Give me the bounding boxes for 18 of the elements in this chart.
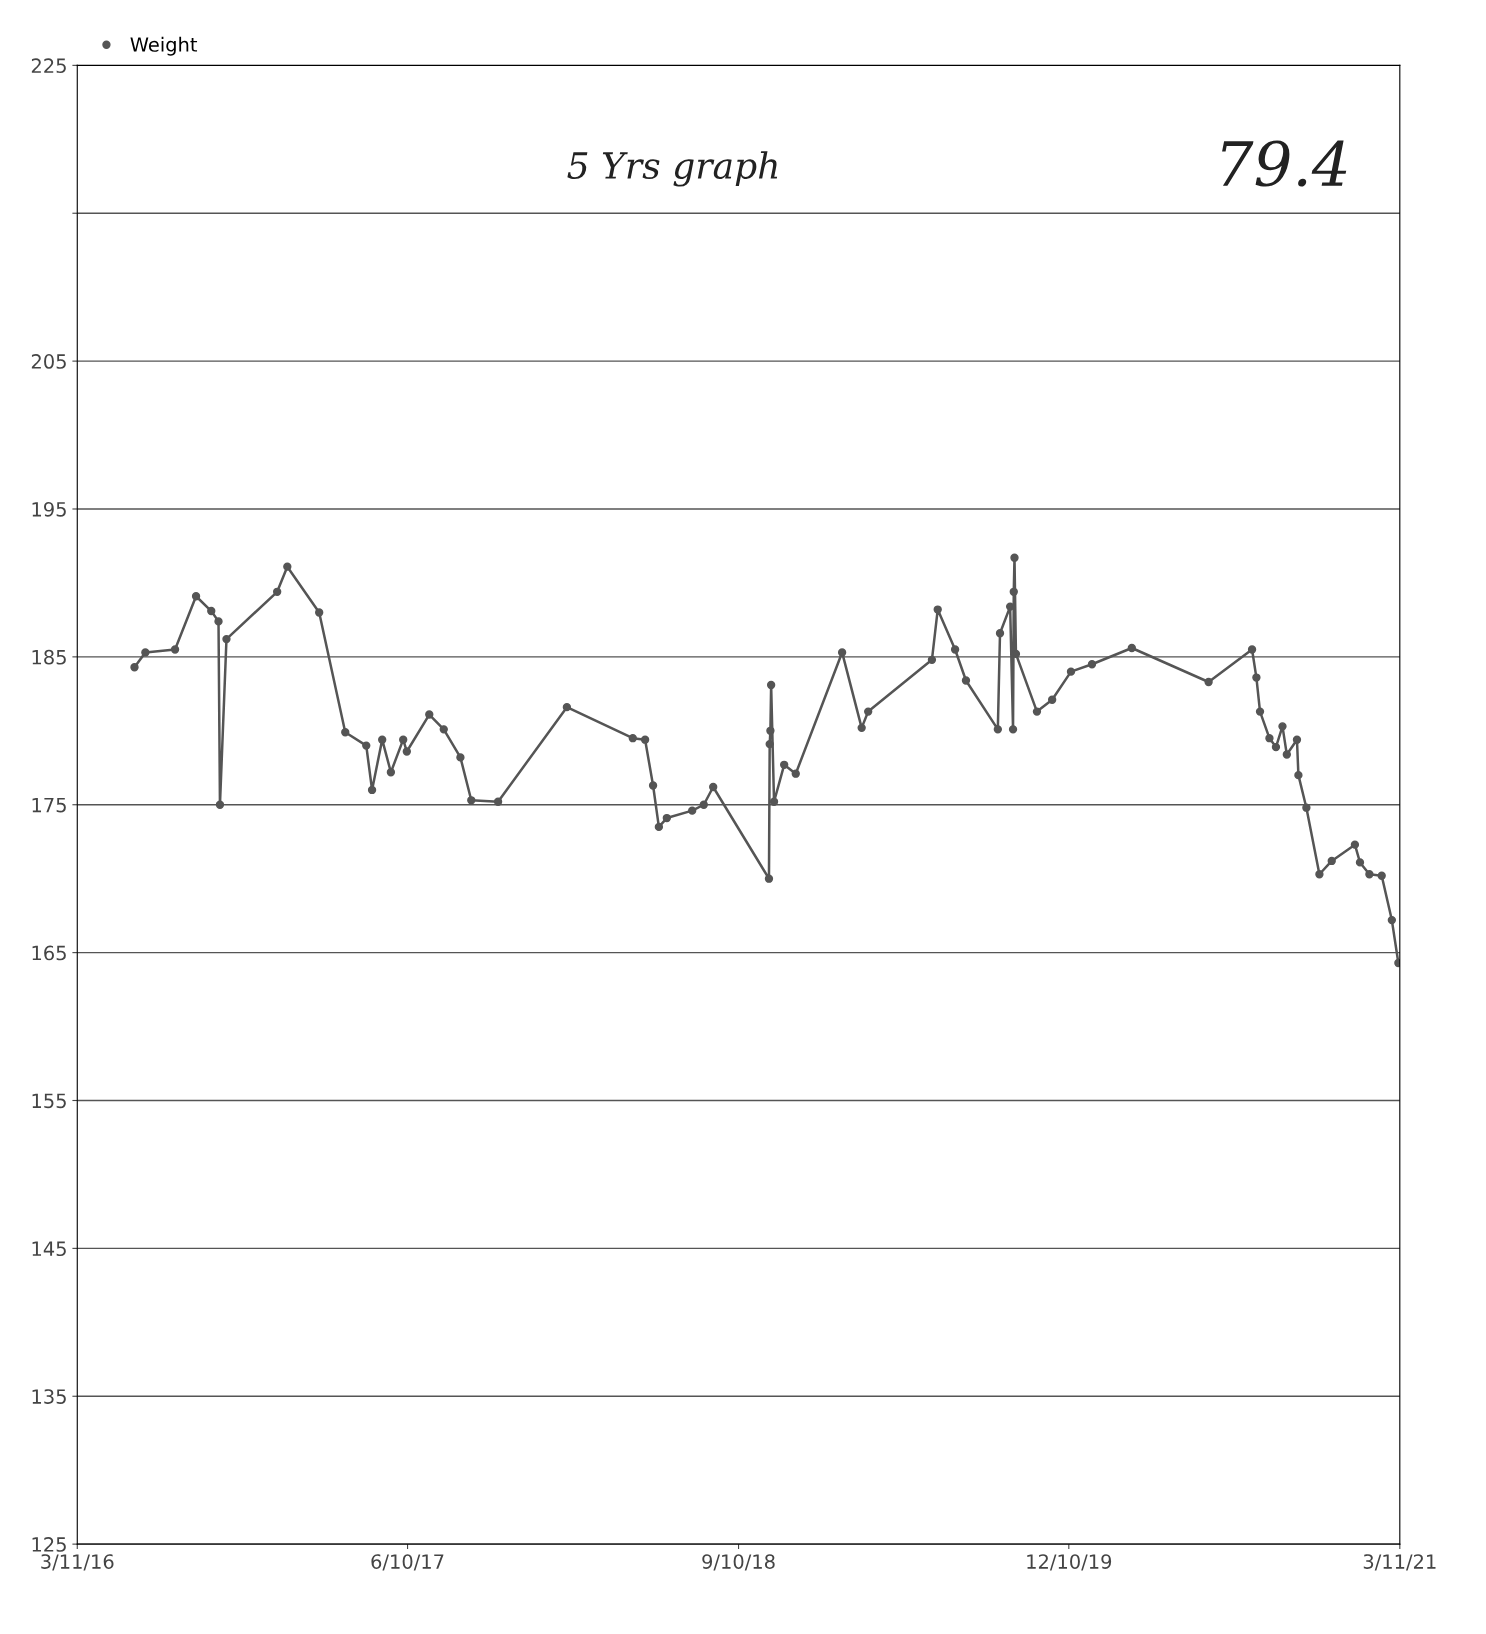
y-tick-label: 195 xyxy=(32,501,66,517)
annotation: 5 Yrs graph xyxy=(567,151,778,187)
annotation: 79.4 xyxy=(1222,140,1347,187)
y-tick-label: 155 xyxy=(32,1093,66,1109)
x-tick-label: 6/10/17 xyxy=(371,1554,444,1571)
y-tick-label: 205 xyxy=(31,354,66,369)
y-tick-label: 145 xyxy=(32,1241,66,1257)
x-tick-label: 3/11/21 xyxy=(1363,1554,1436,1571)
y-tick-label: 165 xyxy=(32,945,66,961)
y-tick-label: 175 xyxy=(32,797,66,813)
x-tick-label: 3/11/16 xyxy=(41,1554,114,1571)
x-tick-label: 12/10/19 xyxy=(1027,1554,1112,1571)
y-tick-label: 185 xyxy=(32,649,66,665)
x-tick-label: 9/10/18 xyxy=(702,1554,775,1571)
y-tick-label: 135 xyxy=(32,1389,66,1404)
legend-label: Weight xyxy=(130,36,198,56)
y-tick-label: 125 xyxy=(32,1537,66,1552)
y-tick-label: 225 xyxy=(31,58,66,74)
